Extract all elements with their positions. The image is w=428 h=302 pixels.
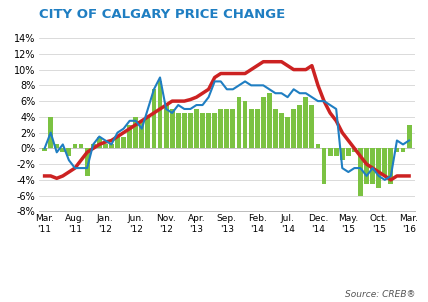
Bar	[176, 113, 181, 148]
Bar	[340, 148, 345, 160]
Bar	[401, 148, 405, 152]
Bar	[54, 144, 59, 148]
Bar	[42, 148, 47, 151]
Bar	[352, 148, 357, 152]
Bar	[158, 82, 163, 148]
Bar	[303, 97, 308, 148]
Bar	[200, 113, 205, 148]
Bar	[237, 97, 241, 148]
Bar	[127, 125, 132, 148]
Bar	[389, 148, 393, 184]
Bar	[255, 109, 260, 148]
Text: Source: CREB®: Source: CREB®	[345, 290, 415, 299]
Bar	[66, 148, 71, 156]
Bar	[370, 148, 375, 184]
Bar	[224, 109, 229, 148]
Bar	[309, 105, 314, 148]
Bar	[243, 101, 247, 148]
Bar	[85, 148, 89, 176]
Bar	[321, 148, 327, 184]
Bar	[267, 93, 272, 148]
Bar	[91, 144, 95, 148]
Bar	[395, 148, 399, 152]
Bar	[72, 144, 77, 148]
Bar	[115, 137, 120, 148]
Bar	[182, 113, 187, 148]
Bar	[48, 117, 53, 148]
Bar	[133, 117, 138, 148]
Text: CITY OF CALGARY PRICE CHANGE: CITY OF CALGARY PRICE CHANGE	[39, 8, 285, 21]
Bar	[346, 148, 351, 156]
Bar	[140, 121, 144, 148]
Bar	[328, 148, 333, 156]
Bar	[382, 148, 387, 176]
Bar	[273, 109, 278, 148]
Bar	[170, 109, 175, 148]
Bar	[334, 148, 339, 156]
Bar	[188, 113, 193, 148]
Bar	[109, 144, 114, 148]
Bar	[79, 144, 83, 148]
Bar	[218, 109, 223, 148]
Bar	[206, 113, 211, 148]
Bar	[407, 125, 411, 148]
Bar	[60, 148, 65, 152]
Bar	[315, 144, 321, 148]
Bar	[152, 89, 156, 148]
Bar	[163, 105, 169, 148]
Bar	[358, 148, 363, 196]
Bar	[146, 117, 150, 148]
Bar	[121, 137, 126, 148]
Bar	[297, 105, 302, 148]
Bar	[279, 113, 284, 148]
Bar	[261, 97, 266, 148]
Bar	[194, 109, 199, 148]
Bar	[376, 148, 381, 188]
Bar	[285, 117, 290, 148]
Bar	[231, 109, 235, 148]
Bar	[103, 144, 108, 148]
Bar	[212, 113, 217, 148]
Bar	[249, 109, 253, 148]
Bar	[364, 148, 369, 184]
Bar	[291, 109, 296, 148]
Bar	[97, 137, 102, 148]
